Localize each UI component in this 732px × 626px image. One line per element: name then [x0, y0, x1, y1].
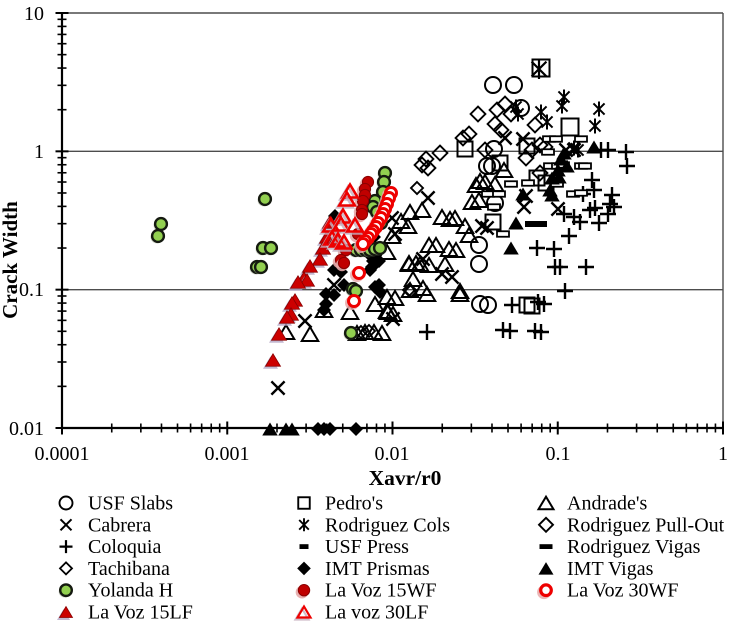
svg-text:La voz 30LF: La voz 30LF	[325, 602, 428, 624]
svg-text:Yolanda H: Yolanda H	[88, 580, 173, 602]
svg-text:Cabrera: Cabrera	[88, 514, 151, 536]
svg-text:0.0001: 0.0001	[35, 443, 90, 465]
svg-text:0.01: 0.01	[9, 418, 44, 440]
svg-text:Crack Width: Crack Width	[0, 201, 22, 319]
svg-text:USF Slabs: USF Slabs	[88, 493, 173, 515]
svg-text:Pedro's: Pedro's	[325, 493, 383, 515]
svg-text:0.1: 0.1	[19, 279, 44, 301]
svg-text:0.1: 0.1	[546, 443, 571, 465]
svg-text:La Voz 15LF: La Voz 15LF	[88, 602, 193, 624]
svg-text:Rodriguez Pull-Out: Rodriguez Pull-Out	[567, 514, 725, 536]
svg-text:IMT Prismas: IMT Prismas	[325, 558, 430, 580]
svg-text:0.01: 0.01	[375, 443, 410, 465]
svg-text:Coloquia: Coloquia	[88, 536, 161, 558]
svg-text:IMT Vigas: IMT Vigas	[567, 558, 654, 580]
svg-text:Rodriguez Cols: Rodriguez Cols	[325, 514, 450, 536]
svg-text:1: 1	[34, 141, 44, 163]
svg-text:La Voz 30WF: La Voz 30WF	[567, 580, 678, 602]
svg-text:Tachibana: Tachibana	[88, 558, 170, 580]
svg-text:Rodriguez Vigas: Rodriguez Vigas	[567, 536, 701, 558]
svg-text:Andrade's: Andrade's	[567, 493, 647, 515]
svg-text:1: 1	[718, 443, 728, 465]
svg-text:La Voz 15WF: La Voz 15WF	[325, 580, 436, 602]
svg-text:USF Press: USF Press	[325, 536, 409, 558]
svg-text:0.001: 0.001	[205, 443, 250, 465]
svg-text:10: 10	[24, 3, 44, 25]
svg-text:Xavr/r0: Xavr/r0	[369, 466, 442, 490]
